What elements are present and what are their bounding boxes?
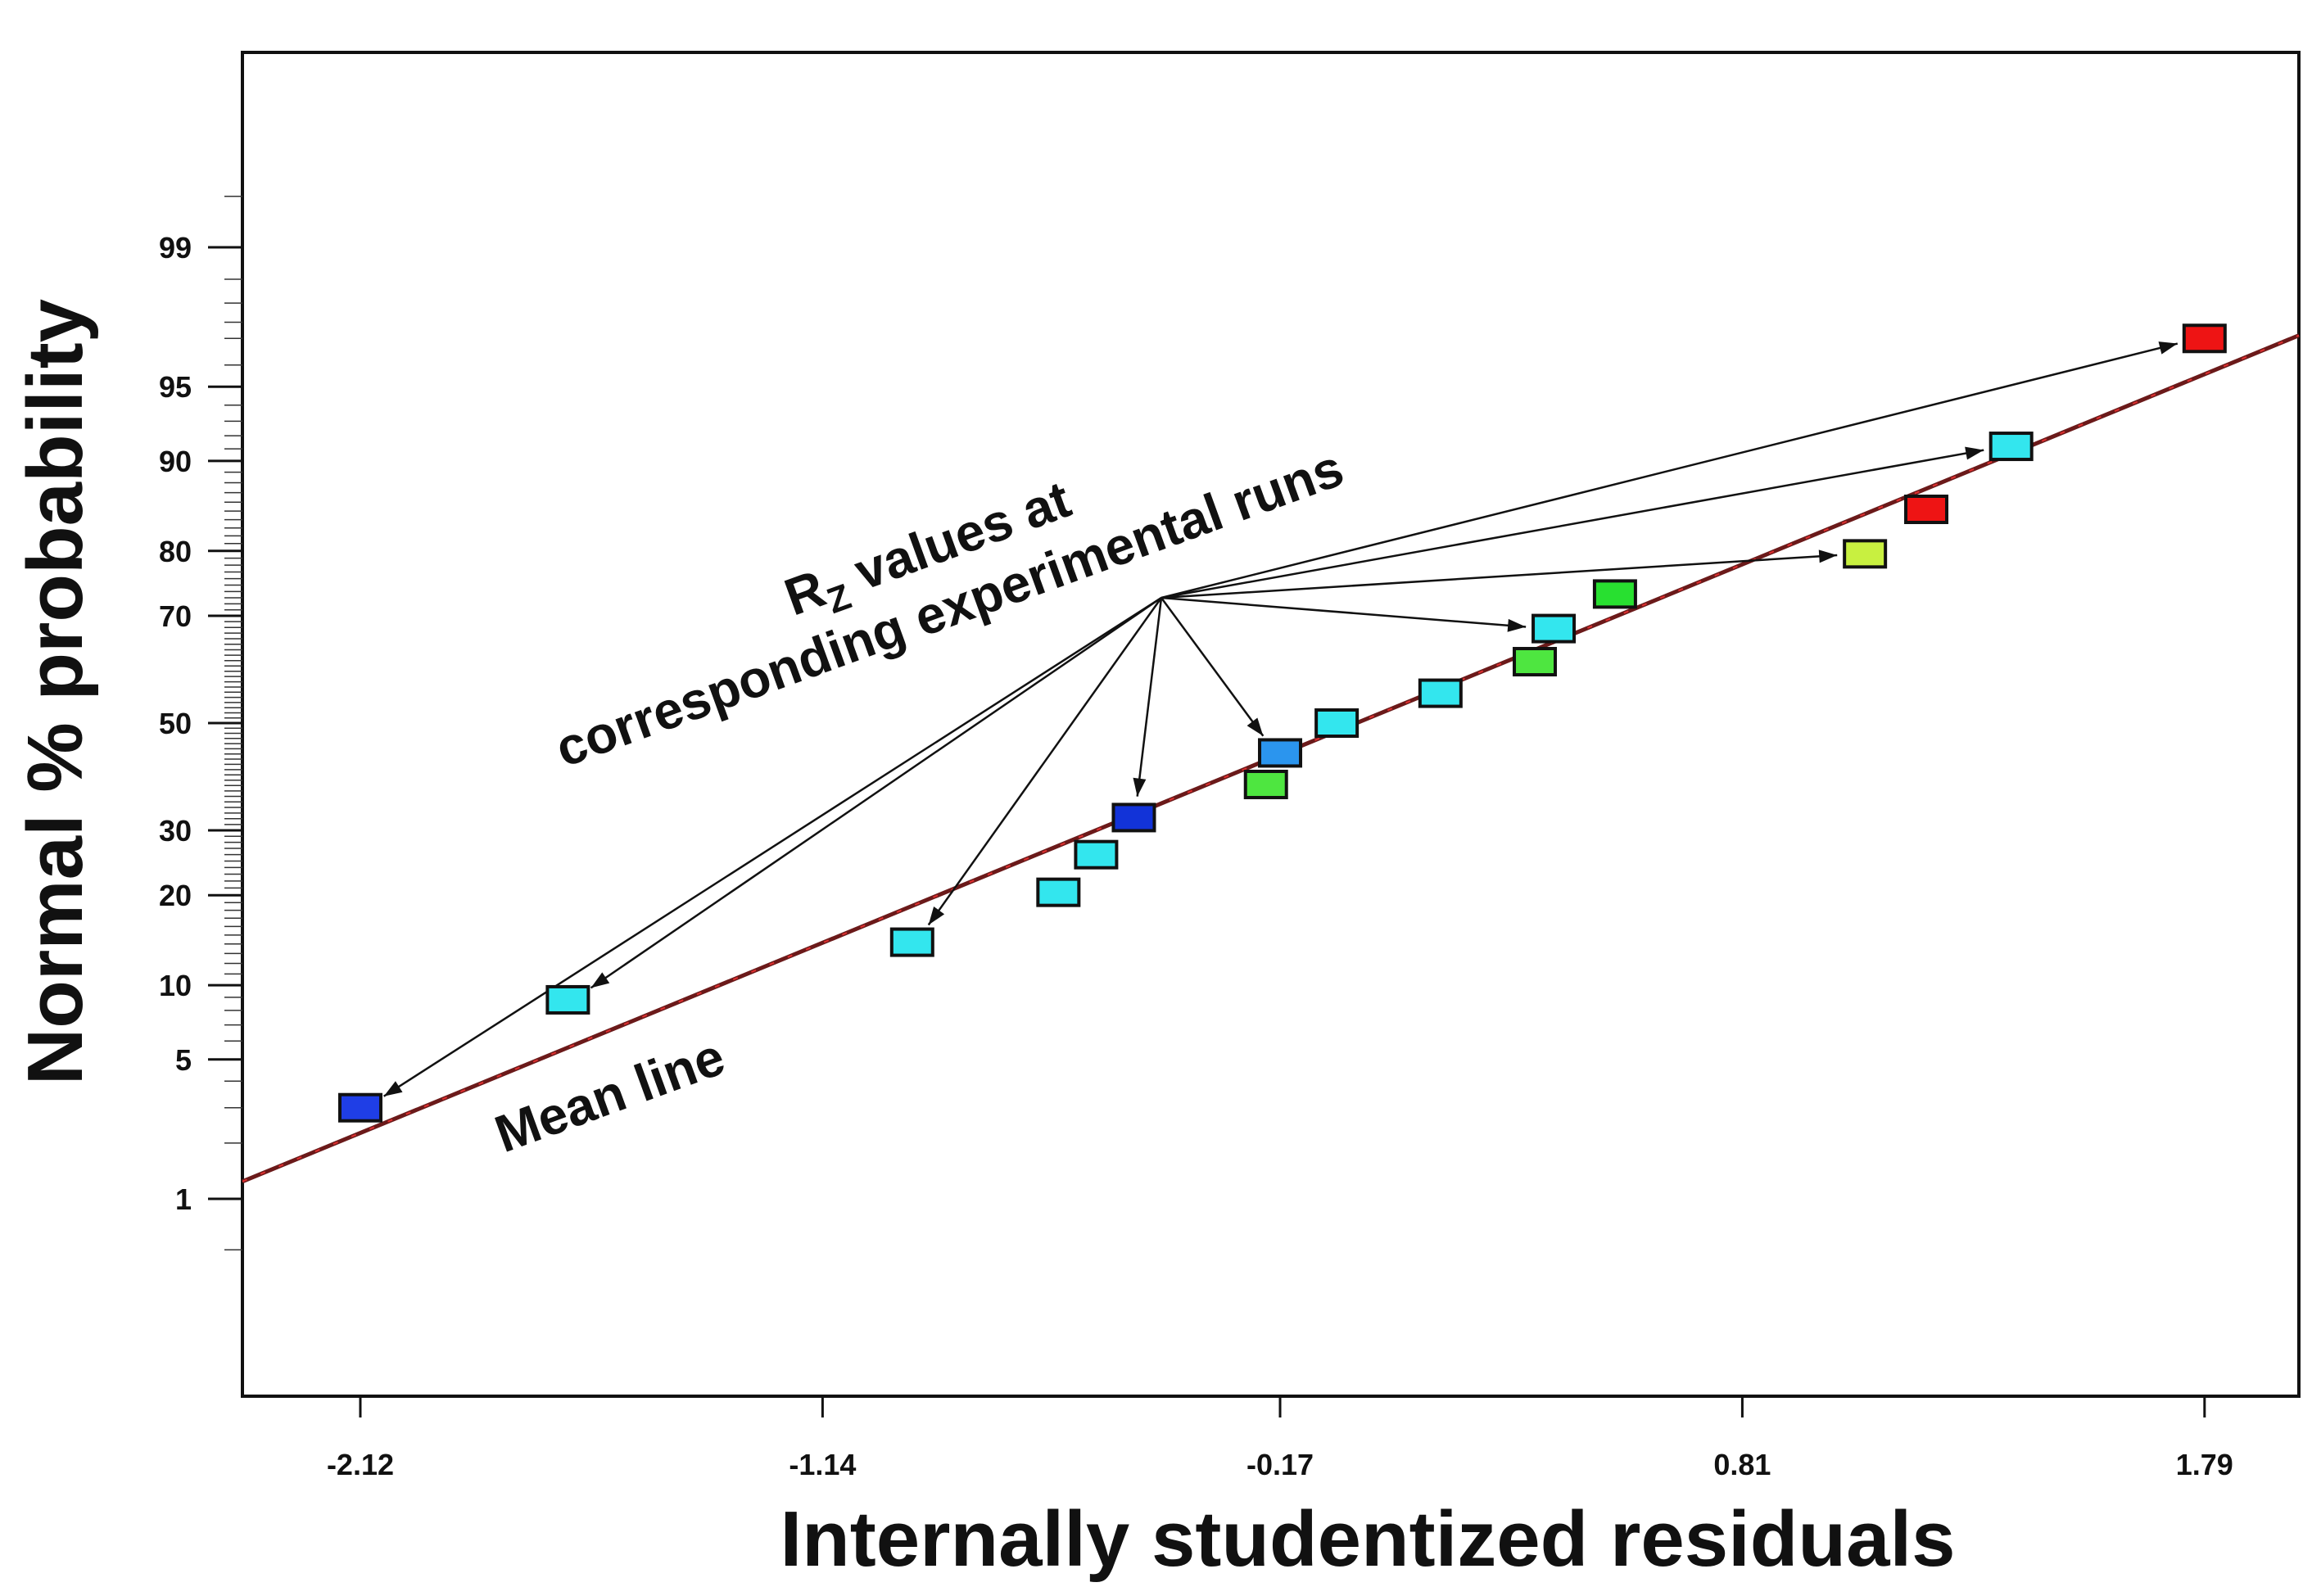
x-tick-label: -0.17 [1246,1448,1314,1481]
y-tick-label: 20 [159,879,192,912]
plot-frame [241,51,2301,1398]
data-point [889,927,934,957]
x-tick-label: 1.79 [2176,1448,2233,1481]
annotation-arrowhead [1965,446,1984,460]
data-point [337,1092,382,1123]
annotation-arrowhead [2158,341,2178,355]
x-tick-label: -2.12 [327,1448,394,1481]
data-point [1314,708,1360,738]
x-axis-title: Internally studentized residuals [780,1495,1955,1583]
data-point [1988,432,2034,462]
y-tick-label: 90 [159,445,192,478]
y-tick-label: 95 [159,370,192,404]
x-tick-label: 0.81 [1713,1448,1771,1481]
data-point [1904,495,1949,525]
annotation-arrowhead [1133,777,1147,797]
annotation-arrowhead [1246,717,1264,736]
data-point [1036,877,1081,907]
data-point [545,984,590,1015]
data-point [1513,647,1558,677]
data-points [337,323,2227,1123]
data-point [1111,803,1156,833]
y-axis-title: Normal % probability [11,299,99,1085]
y-tick-label: 50 [159,707,192,740]
annotation-arrow [382,596,1162,1097]
annotation-arrows [382,341,2178,1097]
annotation-arrow [1160,342,2178,599]
annotation-arrow [1136,597,1163,797]
annotation-arrow [1160,596,1527,628]
y-tick-label: 1 [175,1182,192,1216]
y-axis-ticks: 1 5 10 20 30 50 70 80 90 95 99 [159,195,242,1251]
annotation-arrow [1160,449,1984,599]
annotation-arrowhead [1818,549,1838,563]
y-tick-label: 10 [159,969,192,1002]
annotation-arrowhead [1507,618,1527,632]
data-point [1843,539,1888,569]
annotation-arrowhead [928,906,945,925]
y-tick-label: 30 [159,814,192,848]
data-point [2182,323,2227,354]
annotation-arrow [590,596,1162,989]
data-point [1243,769,1288,799]
y-tick-label: 5 [175,1043,192,1077]
data-point [1418,678,1463,708]
y-tick-label: 70 [159,599,192,633]
data-point [1531,613,1577,644]
x-tick-label: -1.14 [789,1448,856,1481]
annotation-arrow [1160,554,1838,599]
y-tick-label: 99 [159,231,192,264]
annotation-arrowhead [590,972,610,988]
annotation-arrow [1160,597,1265,737]
annotation-arrow [927,597,1163,926]
x-axis-ticks: -2.12 -1.14 -0.17 0.81 1.79 [327,1396,2233,1481]
data-point [1592,579,1637,609]
data-point [1074,839,1119,870]
y-tick-label: 80 [159,535,192,568]
data-point [1258,738,1303,768]
annotation-arrowhead [383,1081,403,1096]
